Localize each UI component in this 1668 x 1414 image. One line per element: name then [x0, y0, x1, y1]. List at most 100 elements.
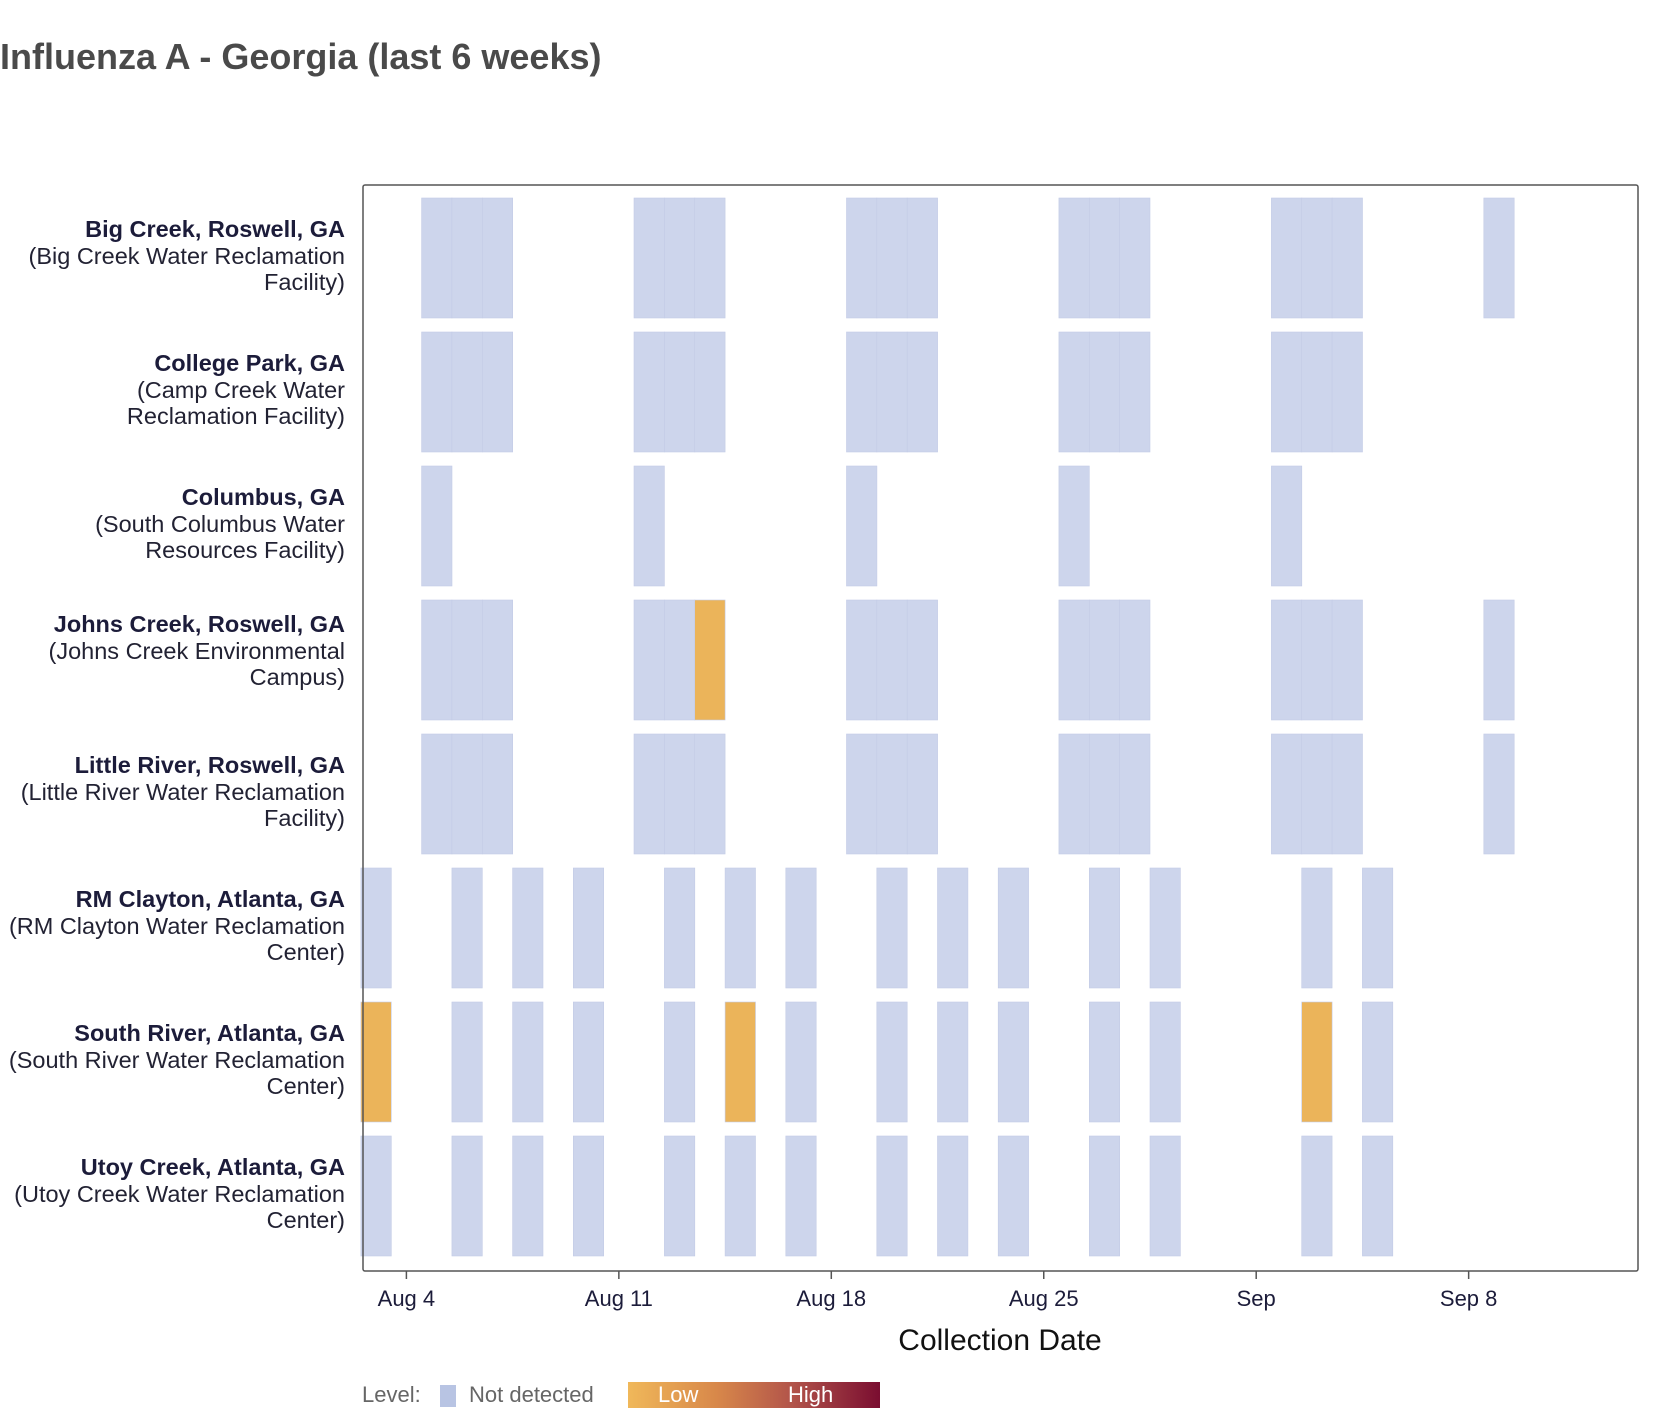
- heatmap-cell[interactable]: [1089, 1001, 1121, 1123]
- heatmap-cell[interactable]: [846, 599, 878, 721]
- heatmap-cell[interactable]: [1301, 197, 1333, 319]
- heatmap-cell[interactable]: [664, 599, 696, 721]
- heatmap-cell[interactable]: [1058, 331, 1090, 453]
- heatmap-cell[interactable]: [694, 197, 726, 319]
- heatmap-cell[interactable]: [1058, 599, 1090, 721]
- heatmap-cell[interactable]: [451, 867, 483, 989]
- heatmap-cell[interactable]: [1058, 733, 1090, 855]
- heatmap-cell[interactable]: [512, 867, 544, 989]
- heatmap-cell[interactable]: [997, 1135, 1029, 1257]
- heatmap-cell[interactable]: [937, 1135, 969, 1257]
- heatmap-cell[interactable]: [846, 197, 878, 319]
- heatmap-cell[interactable]: [512, 1135, 544, 1257]
- heatmap-cell[interactable]: [1301, 1001, 1333, 1123]
- heatmap-cell[interactable]: [1301, 599, 1333, 721]
- heatmap-cell[interactable]: [1362, 1135, 1394, 1257]
- heatmap-cell[interactable]: [421, 197, 453, 319]
- heatmap-cell[interactable]: [451, 733, 483, 855]
- heatmap-cell[interactable]: [421, 733, 453, 855]
- heatmap-cell[interactable]: [572, 1135, 604, 1257]
- heatmap-cell[interactable]: [876, 1135, 908, 1257]
- heatmap-cell[interactable]: [1149, 1001, 1181, 1123]
- heatmap-cell[interactable]: [997, 867, 1029, 989]
- heatmap-cell[interactable]: [421, 599, 453, 721]
- heatmap-cell[interactable]: [481, 599, 513, 721]
- heatmap-cell[interactable]: [785, 867, 817, 989]
- heatmap-cell[interactable]: [1483, 733, 1515, 855]
- heatmap-cell[interactable]: [785, 1135, 817, 1257]
- heatmap-cell[interactable]: [451, 331, 483, 453]
- heatmap-cell[interactable]: [906, 733, 938, 855]
- heatmap-cell[interactable]: [572, 1001, 604, 1123]
- heatmap-cell[interactable]: [1058, 465, 1090, 587]
- heatmap-cell[interactable]: [876, 331, 908, 453]
- heatmap-cell[interactable]: [1119, 197, 1151, 319]
- heatmap-cell[interactable]: [997, 1001, 1029, 1123]
- heatmap-cell[interactable]: [1149, 1135, 1181, 1257]
- heatmap-cell[interactable]: [1271, 197, 1303, 319]
- heatmap-cell[interactable]: [1271, 599, 1303, 721]
- heatmap-cell[interactable]: [1331, 599, 1363, 721]
- heatmap-cell[interactable]: [1089, 331, 1121, 453]
- heatmap-cell[interactable]: [1089, 733, 1121, 855]
- heatmap-cell[interactable]: [572, 867, 604, 989]
- heatmap-cell[interactable]: [633, 465, 665, 587]
- heatmap-cell[interactable]: [664, 867, 696, 989]
- heatmap-cell[interactable]: [633, 197, 665, 319]
- heatmap-cell[interactable]: [360, 867, 392, 989]
- heatmap-cell[interactable]: [846, 733, 878, 855]
- heatmap-cell[interactable]: [1483, 599, 1515, 721]
- heatmap-cell[interactable]: [1301, 733, 1333, 855]
- heatmap-cell[interactable]: [876, 867, 908, 989]
- heatmap-cell[interactable]: [906, 331, 938, 453]
- heatmap-cell[interactable]: [1089, 867, 1121, 989]
- heatmap-cell[interactable]: [1362, 1001, 1394, 1123]
- heatmap-cell[interactable]: [451, 1001, 483, 1123]
- heatmap-cell[interactable]: [633, 331, 665, 453]
- heatmap-cell[interactable]: [694, 331, 726, 453]
- heatmap-cell[interactable]: [664, 1135, 696, 1257]
- heatmap-cell[interactable]: [633, 599, 665, 721]
- heatmap-cell[interactable]: [906, 599, 938, 721]
- heatmap-cell[interactable]: [664, 331, 696, 453]
- heatmap-cell[interactable]: [421, 465, 453, 587]
- heatmap-cell[interactable]: [481, 197, 513, 319]
- heatmap-cell[interactable]: [1301, 867, 1333, 989]
- heatmap-cell[interactable]: [846, 331, 878, 453]
- heatmap-cell[interactable]: [724, 1135, 756, 1257]
- heatmap-cell[interactable]: [876, 733, 908, 855]
- heatmap-cell[interactable]: [1331, 331, 1363, 453]
- heatmap-cell[interactable]: [1271, 733, 1303, 855]
- heatmap-cell[interactable]: [876, 197, 908, 319]
- heatmap-cell[interactable]: [481, 331, 513, 453]
- heatmap-cell[interactable]: [664, 1001, 696, 1123]
- heatmap-cell[interactable]: [421, 331, 453, 453]
- heatmap-cell[interactable]: [360, 1135, 392, 1257]
- heatmap-cell[interactable]: [1271, 465, 1303, 587]
- heatmap-cell[interactable]: [451, 599, 483, 721]
- heatmap-cell[interactable]: [1149, 867, 1181, 989]
- heatmap-cell[interactable]: [1089, 1135, 1121, 1257]
- heatmap-cell[interactable]: [1058, 197, 1090, 319]
- heatmap-cell[interactable]: [724, 867, 756, 989]
- heatmap-cell[interactable]: [694, 733, 726, 855]
- heatmap-cell[interactable]: [1331, 197, 1363, 319]
- heatmap-cell[interactable]: [1119, 599, 1151, 721]
- heatmap-cell[interactable]: [1271, 331, 1303, 453]
- heatmap-cell[interactable]: [1089, 599, 1121, 721]
- heatmap-cell[interactable]: [937, 867, 969, 989]
- heatmap-cell[interactable]: [906, 197, 938, 319]
- heatmap-cell[interactable]: [360, 1001, 392, 1123]
- heatmap-cell[interactable]: [1119, 331, 1151, 453]
- heatmap-cell[interactable]: [846, 465, 878, 587]
- heatmap-cell[interactable]: [512, 1001, 544, 1123]
- heatmap-cell[interactable]: [1089, 197, 1121, 319]
- heatmap-cell[interactable]: [1301, 1135, 1333, 1257]
- heatmap-cell[interactable]: [633, 733, 665, 855]
- heatmap-cell[interactable]: [1119, 733, 1151, 855]
- heatmap-cell[interactable]: [785, 1001, 817, 1123]
- heatmap-cell[interactable]: [1362, 867, 1394, 989]
- heatmap-cell[interactable]: [694, 599, 726, 721]
- heatmap-cell[interactable]: [481, 733, 513, 855]
- heatmap-cell[interactable]: [664, 733, 696, 855]
